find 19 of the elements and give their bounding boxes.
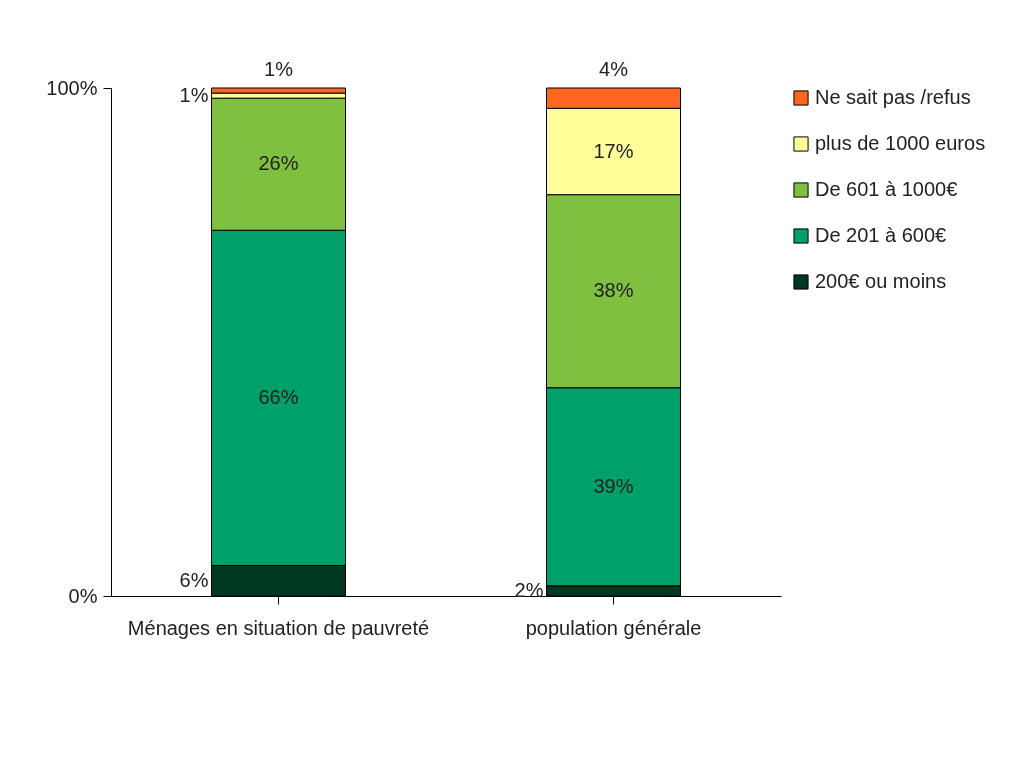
- y-tick-label: 100%: [46, 76, 98, 99]
- data-label: 26%: [258, 152, 299, 175]
- x-tick-label: population générale: [525, 616, 702, 639]
- data-label: 17%: [593, 139, 634, 162]
- legend-label: plus de 1000 euros: [815, 132, 986, 154]
- legend-label: De 601 à 1000€: [815, 178, 958, 200]
- data-label: 39%: [593, 474, 634, 497]
- data-label: 4%: [599, 58, 629, 80]
- data-label: 1%: [179, 83, 209, 106]
- data-label: 38%: [593, 279, 634, 302]
- data-label: 2%: [514, 578, 544, 601]
- legend-label: 200€ ou moins: [815, 270, 947, 292]
- data-label: 6%: [179, 568, 209, 591]
- data-label: 66%: [258, 385, 299, 408]
- legend-label: Ne sait pas /refus: [815, 86, 971, 108]
- y-tick-label: 0%: [68, 584, 98, 607]
- x-tick-label: Ménages en situation de pauvreté: [127, 616, 430, 639]
- legend-label: De 201 à 600€: [815, 224, 947, 246]
- data-label: 1%: [264, 58, 294, 80]
